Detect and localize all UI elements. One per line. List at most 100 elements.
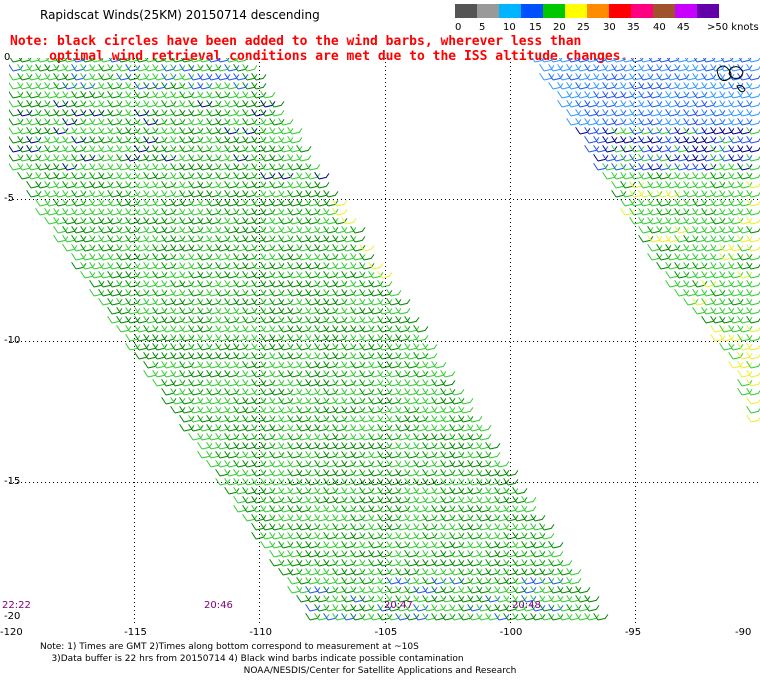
wind-barb: [404, 343, 420, 351]
wind-barb: [215, 271, 231, 279]
wind-barb: [143, 73, 159, 81]
wind-barb: [260, 307, 276, 315]
wind-barb: [143, 163, 159, 171]
wind-barb: [368, 415, 384, 423]
wind-barb: [503, 487, 519, 495]
wind-barb: [179, 91, 195, 99]
wind-barb: [278, 352, 294, 360]
wind-barb: [269, 424, 285, 432]
wind-barb: [197, 379, 213, 387]
wind-barb: [233, 415, 249, 423]
wind-barb: [44, 127, 60, 135]
wind-barb: [332, 559, 348, 567]
wind-barb: [233, 82, 249, 90]
wind-barb: [467, 469, 483, 477]
wind-barb: [89, 190, 105, 198]
wind-barb: [170, 226, 186, 234]
wind-barb: [431, 550, 447, 558]
wind-barb: [170, 244, 186, 252]
wind-barb: [296, 532, 312, 540]
wind-barb: [395, 433, 411, 441]
wind-barb: [719, 262, 735, 270]
wind-barb: [702, 58, 716, 63]
wind-barb: [260, 163, 276, 171]
wind-barb: [449, 586, 465, 594]
wind-barb: [422, 523, 438, 531]
wind-barb: [710, 109, 726, 117]
wind-barb: [179, 226, 195, 234]
wind-barb: [206, 307, 222, 315]
wind-barb: [395, 514, 411, 522]
wind-barb-map: [9, 58, 760, 623]
wind-barb: [458, 559, 474, 567]
wind-barb: [413, 379, 429, 387]
wind-barb: [737, 244, 753, 252]
wind-barb: [206, 172, 222, 180]
wind-barb: [386, 316, 402, 324]
wind-barb: [188, 217, 204, 225]
wind-barb: [179, 136, 195, 144]
wind-barb: [728, 253, 744, 261]
wind-barb: [647, 145, 663, 153]
wind-barb: [431, 487, 447, 495]
wind-barb: [719, 298, 735, 306]
wind-barb: [377, 478, 393, 486]
wind-barb: [701, 235, 717, 243]
wind-barb: [359, 460, 375, 468]
wind-barb: [305, 496, 321, 504]
wind-barb: [179, 163, 195, 171]
wind-barb: [278, 154, 294, 162]
wind-barb: [224, 487, 240, 495]
wind-barb: [440, 442, 456, 450]
wind-barb: [692, 73, 708, 81]
wind-barb: [332, 514, 348, 522]
wind-barb: [215, 262, 231, 270]
wind-barb: [440, 559, 456, 567]
legend-label: 45: [677, 22, 690, 33]
wind-barb: [269, 469, 285, 477]
wind-barb: [395, 595, 411, 603]
wind-barb: [197, 82, 213, 90]
wind-barb: [746, 82, 760, 90]
wind-barb: [305, 433, 321, 441]
wind-barb: [62, 172, 78, 180]
wind-barb: [359, 262, 375, 270]
wind-barb: [287, 406, 303, 414]
wind-barb: [674, 127, 690, 135]
wind-barb: [404, 559, 420, 567]
wind-barb: [539, 559, 555, 567]
wind-barb: [701, 109, 717, 117]
wind-barb: [224, 298, 240, 306]
wind-barb: [728, 325, 744, 333]
wind-barb: [224, 406, 240, 414]
wind-barb: [476, 460, 492, 468]
wind-barb: [638, 190, 654, 198]
wind-barb: [746, 307, 760, 315]
wind-barb: [224, 478, 240, 486]
wind-barb: [134, 181, 150, 189]
wind-barb: [71, 244, 87, 252]
wind-barb: [593, 100, 609, 108]
wind-barb: [116, 217, 132, 225]
wind-barb: [287, 559, 303, 567]
wind-barb: [719, 154, 735, 162]
wind-barb: [728, 298, 744, 306]
wind-barb: [458, 595, 474, 603]
wind-barb: [305, 514, 321, 522]
wind-barb: [494, 478, 510, 486]
wind-barb: [377, 469, 393, 477]
wind-barb: [323, 568, 339, 576]
wind-barb: [179, 208, 195, 216]
wind-barb: [386, 325, 402, 333]
wind-barb: [278, 163, 294, 171]
wind-barb: [143, 109, 159, 117]
wind-barb: [206, 118, 222, 126]
wind-barb: [153, 58, 167, 63]
lon-tick-label: -100: [499, 627, 523, 638]
wind-barb: [449, 442, 465, 450]
wind-barb: [296, 496, 312, 504]
wind-barb: [9, 154, 24, 162]
wind-barb: [35, 208, 51, 216]
wind-barb: [242, 433, 258, 441]
wind-barb: [710, 262, 726, 270]
